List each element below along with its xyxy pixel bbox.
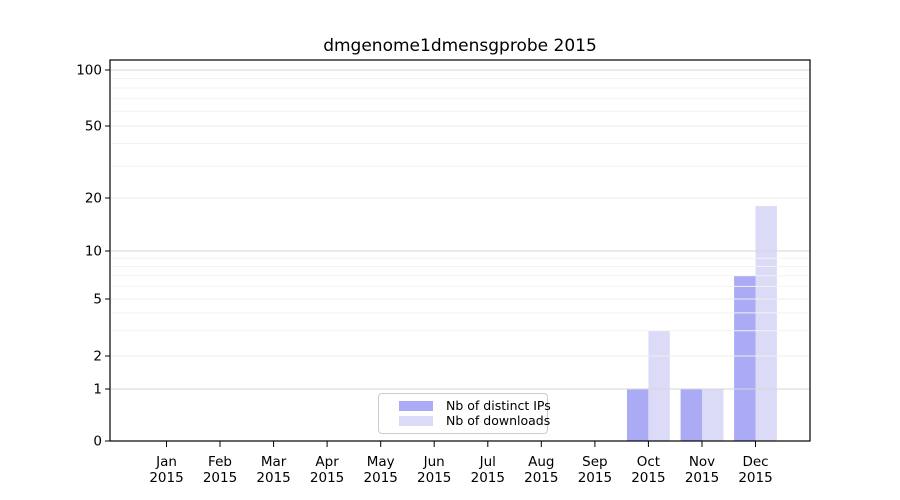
x-tick-year-oct: 2015 <box>631 470 665 486</box>
legend-swatch-distinct-ips <box>399 401 433 412</box>
x-tick-label-jan: Jan <box>155 454 177 470</box>
legend-label-downloads: Nb of downloads <box>446 412 551 428</box>
y-tick-label-0: 0 <box>93 434 102 450</box>
x-tick-year-jun: 2015 <box>417 470 451 486</box>
x-tick-label-dec: Dec <box>742 454 768 470</box>
bar-distinct-ips-nov <box>680 389 702 441</box>
y-tick-label-5: 5 <box>93 292 102 308</box>
x-tick-label-may: May <box>367 454 395 470</box>
x-tick-year-mar: 2015 <box>256 470 290 486</box>
bar-downloads-nov <box>702 389 724 441</box>
x-tick-label-aug: Aug <box>528 454 554 470</box>
x-tick-year-feb: 2015 <box>203 470 237 486</box>
x-tick-label-jun: Jun <box>423 454 445 470</box>
bar-distinct-ips-dec <box>734 275 756 441</box>
x-tick-year-jul: 2015 <box>471 470 505 486</box>
bar-downloads-oct <box>648 330 670 441</box>
x-tick-label-nov: Nov <box>689 454 715 470</box>
y-tick-label-100: 100 <box>76 63 102 79</box>
legend: Nb of distinct IPs Nb of downloads <box>378 393 551 434</box>
bar-downloads-dec <box>755 206 777 441</box>
x-tick-label-jul: Jul <box>479 454 496 470</box>
y-tick-label-50: 50 <box>85 119 102 135</box>
x-tick-year-nov: 2015 <box>685 470 719 486</box>
x-tick-year-apr: 2015 <box>310 470 344 486</box>
x-tick-year-jan: 2015 <box>149 470 183 486</box>
y-tick-label-2: 2 <box>93 349 102 365</box>
x-tick-year-sep: 2015 <box>578 470 612 486</box>
x-tick-label-feb: Feb <box>208 454 232 470</box>
x-tick-year-may: 2015 <box>364 470 398 486</box>
x-tick-year-dec: 2015 <box>738 470 772 486</box>
y-tick-label-1: 1 <box>93 382 102 398</box>
y-tick-label-10: 10 <box>85 244 102 260</box>
legend-swatch-downloads <box>399 415 433 426</box>
x-tick-year-aug: 2015 <box>524 470 558 486</box>
x-tick-label-mar: Mar <box>261 454 287 470</box>
legend-item-distinct-ips: Nb of distinct IPs <box>399 399 551 413</box>
y-tick-label-20: 20 <box>85 191 102 207</box>
bar-distinct-ips-oct <box>627 389 649 441</box>
chart-title: dmgenome1dmensgprobe 2015 <box>323 36 597 56</box>
x-tick-label-oct: Oct <box>637 454 660 470</box>
x-tick-label-sep: Sep <box>582 454 607 470</box>
x-tick-label-apr: Apr <box>315 454 339 470</box>
legend-item-downloads: Nb of downloads <box>399 414 550 428</box>
legend-label-distinct-ips: Nb of distinct IPs <box>446 398 551 413</box>
